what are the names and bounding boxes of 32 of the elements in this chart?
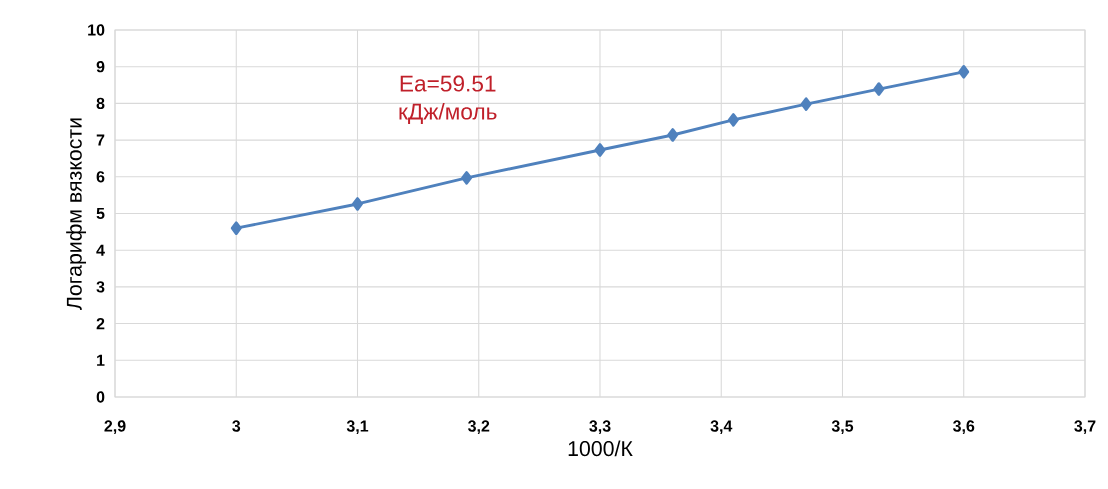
point [461, 171, 473, 185]
y-tick-label: 10 [88, 24, 105, 36]
y-tick-label: 5 [96, 207, 105, 220]
point [230, 221, 242, 235]
x-tick-label: 3 [232, 420, 241, 432]
x-tick-label: 3,1 [346, 420, 369, 434]
y-tick-label: 1 [97, 354, 105, 366]
x-tick-label: 3,5 [831, 420, 854, 434]
x-tick-label: 2,9 [104, 420, 126, 434]
point [800, 97, 812, 111]
y-tick-label: 6 [96, 171, 105, 183]
x-axis-title: 1000/К [568, 440, 633, 457]
point [958, 65, 970, 79]
point [594, 143, 606, 157]
y-tick-label: 0 [96, 391, 105, 403]
x-tick-label: 3,4 [710, 420, 733, 434]
y-tick-label: 9 [96, 61, 105, 73]
y-tick-label: 8 [96, 97, 105, 110]
point [667, 128, 679, 142]
y-tick-label: 3 [96, 281, 105, 293]
x-tick-label: 3,2 [468, 420, 490, 434]
y-tick-label: 7 [96, 134, 105, 146]
x-tick-label: 3,6 [952, 420, 975, 434]
y-axis-title: Логарифм вязкости [66, 118, 87, 310]
point [352, 197, 363, 211]
point [727, 113, 739, 127]
y-tick-label: 4 [96, 244, 105, 256]
point [873, 82, 885, 96]
annotation: Ea=59.51 кДж/моль [399, 75, 497, 124]
y-tick-label: 2 [96, 318, 105, 330]
x-tick-label: 3,3 [589, 420, 611, 434]
x-tick-label: 3,7 [1074, 420, 1096, 434]
